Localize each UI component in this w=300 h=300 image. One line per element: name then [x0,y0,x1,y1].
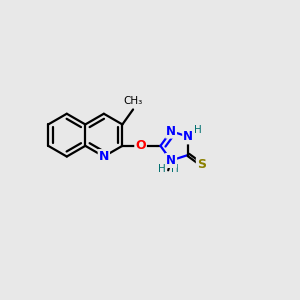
Text: O: O [135,139,146,152]
Text: N: N [183,130,193,143]
Text: N: N [166,154,176,167]
Text: N: N [99,150,109,163]
Text: CH₃: CH₃ [124,96,143,106]
Text: N: N [166,154,176,167]
Text: H: H [158,164,165,174]
Text: H: H [194,125,201,135]
Text: H: H [171,164,179,174]
Text: N: N [183,130,193,143]
Text: N: N [166,125,176,138]
Text: S: S [197,158,206,171]
